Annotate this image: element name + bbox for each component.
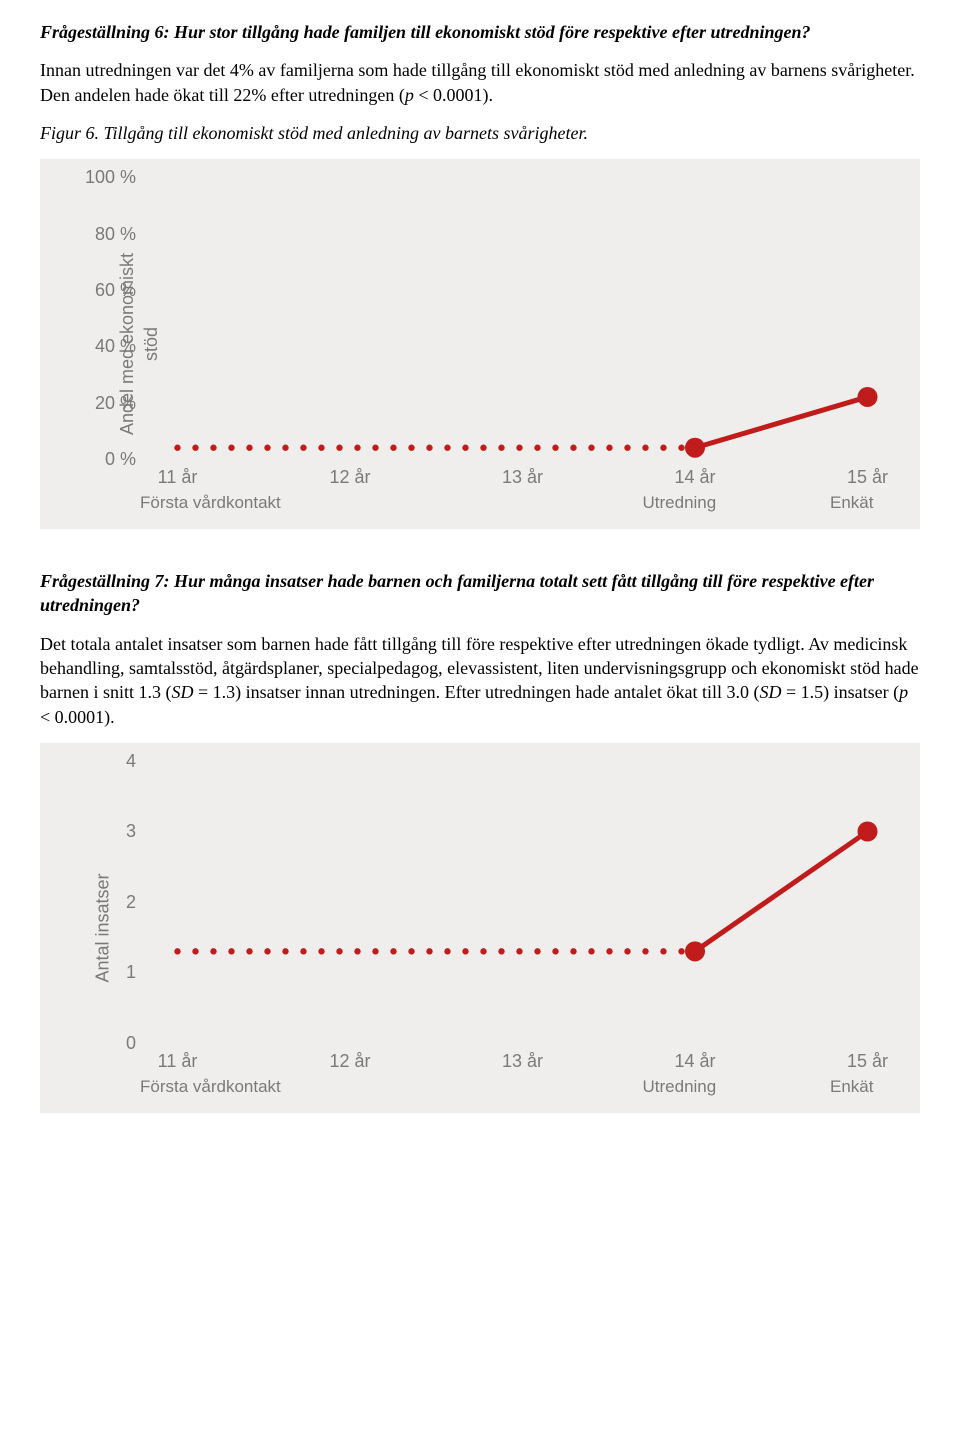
q6-para-tail: < 0.0001). — [414, 85, 493, 105]
figure6-caption: Figur 6. Tillgång till ekonomiskt stöd m… — [40, 121, 920, 145]
q7-para-d: < 0.0001). — [40, 707, 115, 727]
q7-paragraph: Det totala antalet insatser som barnen h… — [40, 632, 920, 729]
xtick-label: 15 år — [847, 465, 888, 489]
xtick-label: 12 år — [329, 1049, 370, 1073]
sd-symbol-1: SD — [171, 682, 193, 702]
sd-symbol-2: SD — [759, 682, 781, 702]
q6-paragraph: Innan utredningen var det 4% av familjer… — [40, 58, 920, 107]
chart2-svg — [140, 761, 890, 1043]
ytick-label: 4 — [78, 749, 136, 773]
ytick-label: 3 — [78, 819, 136, 843]
q6-heading: Frågeställning 6: Hur stor tillgång hade… — [40, 20, 920, 44]
ytick-label: 60 % — [78, 278, 136, 302]
x-sublabel: Första vårdkontakt — [140, 492, 281, 515]
ytick-label: 2 — [78, 890, 136, 914]
q7-para-b: = 1.3) insatser innan utredningen. Efter… — [193, 682, 759, 702]
xtick-label: 14 år — [674, 465, 715, 489]
xtick-label: 13 år — [502, 1049, 543, 1073]
ytick-label: 20 % — [78, 391, 136, 415]
x-sublabel: Enkät — [830, 492, 873, 515]
ytick-label: 40 % — [78, 334, 136, 358]
chart-1: Andel med ekonomiskt stöd 0 %20 %40 %60 … — [40, 159, 920, 529]
chart1-svg — [140, 177, 890, 459]
xtick-label: 11 år — [158, 1049, 198, 1073]
ytick-label: 100 % — [78, 165, 136, 189]
ytick-label: 1 — [78, 960, 136, 984]
ytick-label: 0 % — [78, 447, 136, 471]
p-symbol: p — [405, 85, 414, 105]
chart1-plot: 0 %20 %40 %60 %80 %100 %11 år12 år13 år1… — [140, 177, 890, 459]
x-sublabel: Utredning — [643, 492, 717, 515]
x-sublabel: Enkät — [830, 1076, 873, 1099]
p-symbol-2: p — [899, 682, 908, 702]
x-sublabel: Utredning — [643, 1076, 717, 1099]
xtick-label: 12 år — [329, 465, 370, 489]
x-sublabel: Första vårdkontakt — [140, 1076, 281, 1099]
q7-heading: Frågeställning 7: Hur många insatser had… — [40, 569, 920, 618]
xtick-label: 14 år — [674, 1049, 715, 1073]
xtick-label: 11 år — [158, 465, 198, 489]
xtick-label: 13 år — [502, 465, 543, 489]
xtick-label: 15 år — [847, 1049, 888, 1073]
ytick-label: 80 % — [78, 221, 136, 245]
chart2-plot: 0123411 år12 år13 år14 år15 årFörsta vår… — [140, 761, 890, 1043]
q7-para-c: = 1.5) insatser ( — [781, 682, 899, 702]
ytick-label: 0 — [78, 1031, 136, 1055]
chart-2: Antal insatser 0123411 år12 år13 år14 år… — [40, 743, 920, 1113]
